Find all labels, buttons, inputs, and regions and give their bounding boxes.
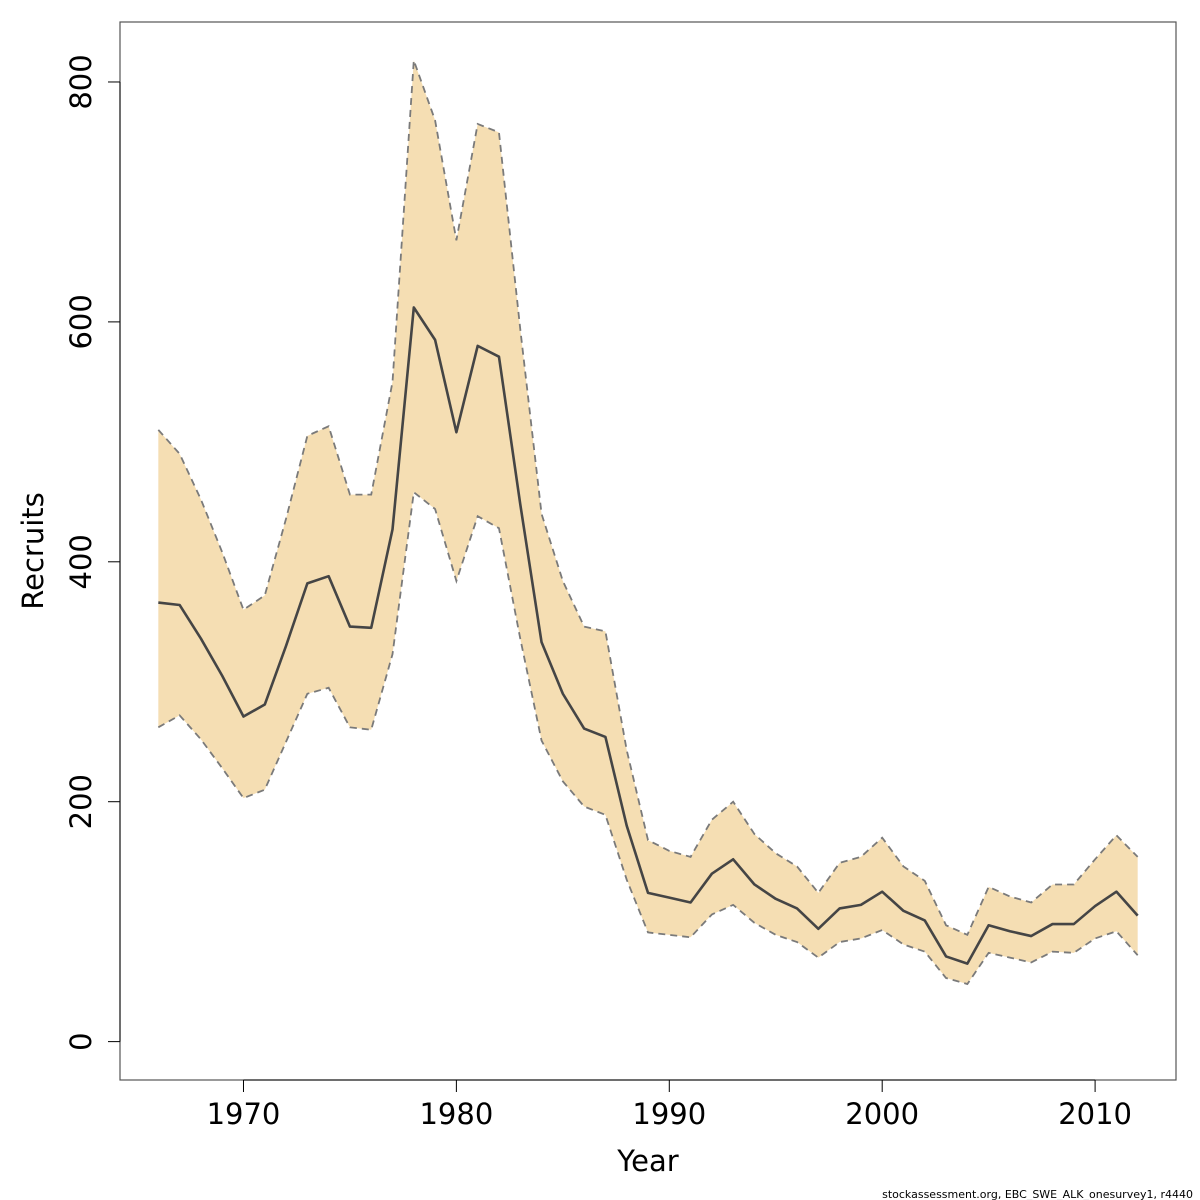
estimate-line	[158, 306, 1139, 965]
x-axis-label: Year	[616, 1144, 678, 1178]
y-tick-label: 800	[64, 54, 98, 109]
lower-bound-line	[157, 490, 1139, 986]
x-tick-label: 1990	[632, 1097, 706, 1131]
upper-bound-line	[157, 60, 1139, 937]
y-tick-label: 200	[64, 774, 98, 829]
x-tick-label: 2010	[1058, 1097, 1132, 1131]
y-tick-label: 400	[64, 534, 98, 589]
y-tick-label: 600	[64, 294, 98, 349]
x-tick-label: 1970	[207, 1097, 281, 1131]
y-axis: 0 200 400 600 800	[64, 54, 121, 1051]
source-footnote: stockassessment.org, EBC_SWE_ALK_onesurv…	[882, 1188, 1193, 1200]
confidence-band	[158, 60, 1138, 985]
confidence-band-layer	[158, 60, 1138, 985]
x-axis: 1970 1980 1990 2000 2010	[207, 1079, 1132, 1131]
x-tick-label: 1980	[419, 1097, 493, 1131]
series-line-layer	[157, 60, 1139, 986]
y-axis-label: Recruits	[16, 492, 50, 609]
y-tick-label: 0	[64, 1032, 98, 1050]
x-tick-label: 2000	[845, 1097, 919, 1131]
